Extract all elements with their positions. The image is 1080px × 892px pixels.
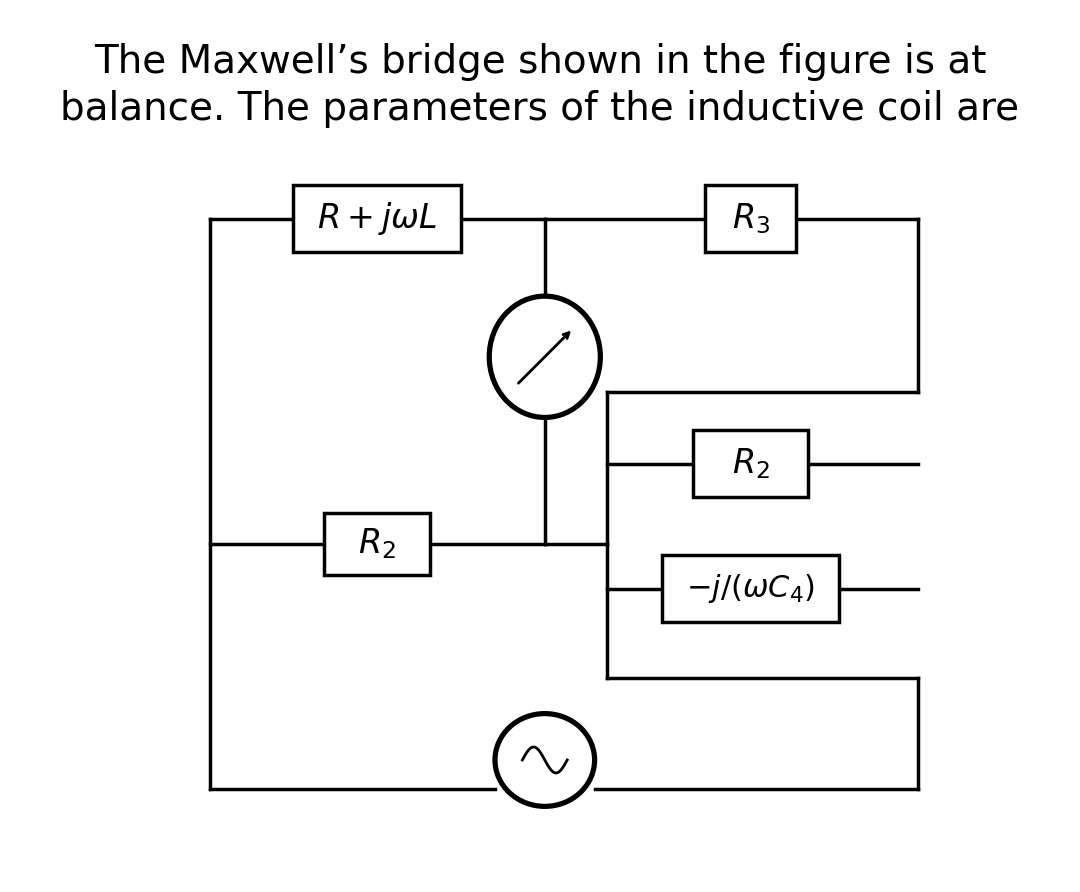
Text: $R_3$: $R_3$: [732, 202, 770, 235]
Text: $R+j\omega L$: $R+j\omega L$: [318, 200, 437, 237]
Text: balance. The parameters of the inductive coil are: balance. The parameters of the inductive…: [60, 90, 1020, 128]
FancyBboxPatch shape: [705, 186, 796, 252]
Text: $-j/(\omega C_4)$: $-j/(\omega C_4)$: [687, 573, 815, 605]
FancyBboxPatch shape: [662, 555, 839, 623]
FancyBboxPatch shape: [324, 513, 430, 575]
Text: $R_2$: $R_2$: [359, 527, 396, 561]
FancyBboxPatch shape: [693, 431, 808, 498]
FancyBboxPatch shape: [294, 186, 461, 252]
Text: The Maxwell’s bridge shown in the figure is at: The Maxwell’s bridge shown in the figure…: [94, 44, 986, 81]
Text: $R_2$: $R_2$: [732, 447, 770, 481]
